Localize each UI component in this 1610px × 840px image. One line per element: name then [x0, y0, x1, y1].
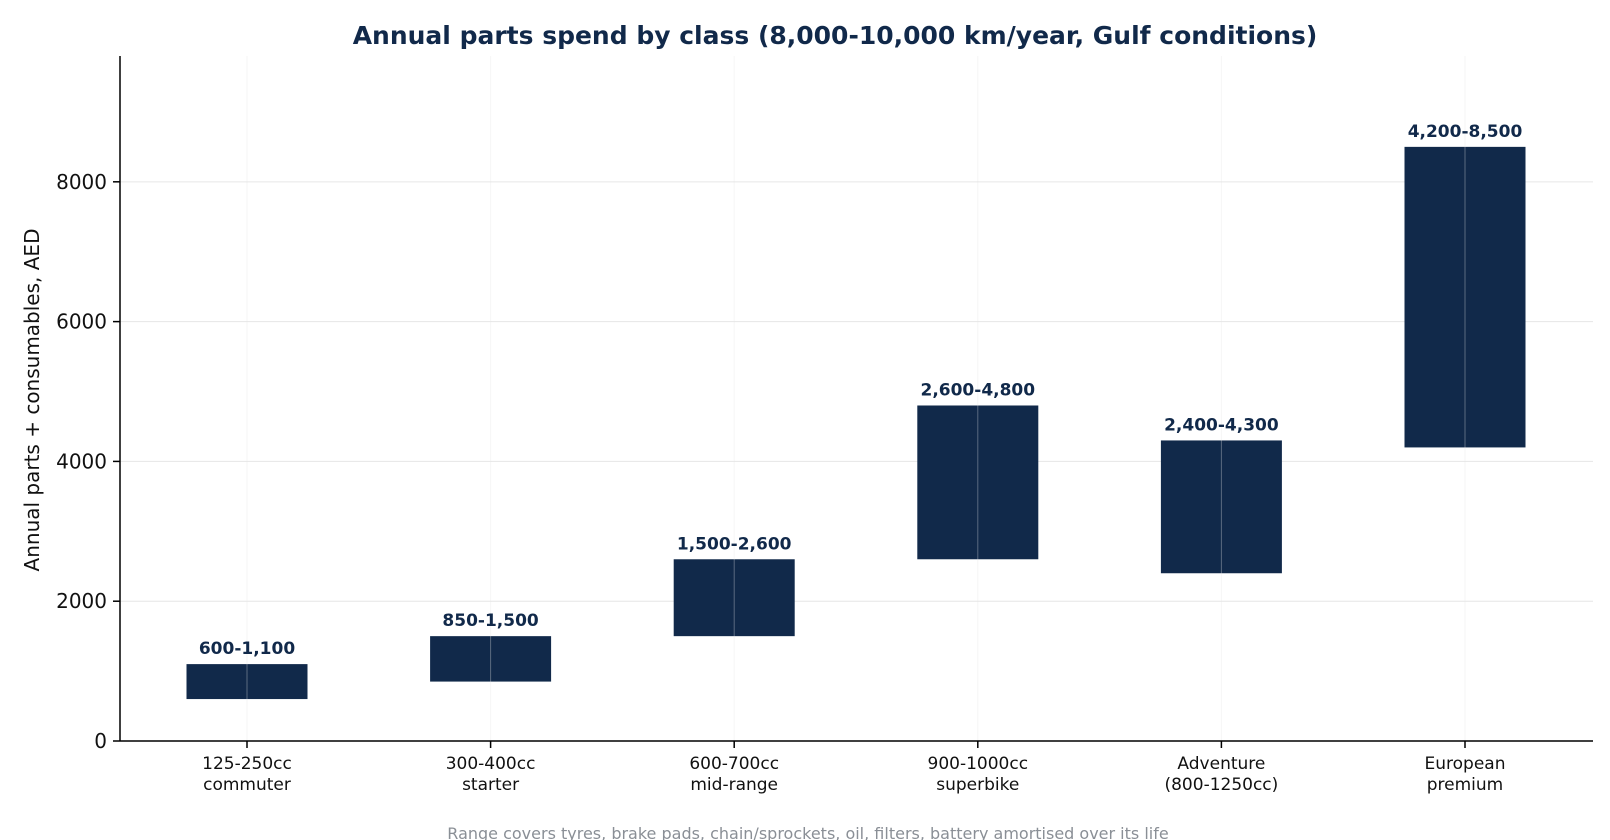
y-tick-label: 6000 — [56, 310, 107, 334]
bar — [1404, 146, 1526, 448]
data-label: 600-1,100 — [199, 639, 295, 659]
data-label: 2,600-4,800 — [920, 380, 1035, 400]
x-tick-label: 300-400cc starter — [446, 754, 536, 795]
x-tick-label: 900-1000cc superbike — [928, 754, 1029, 795]
chart-title: Annual parts spend by class (8,000-10,00… — [353, 21, 1318, 50]
vertical-grid-lines — [246, 56, 1466, 741]
x-tick-label: European premium — [1425, 754, 1506, 795]
bar — [430, 636, 552, 682]
data-label: 1,500-2,600 — [677, 534, 792, 554]
bar — [1160, 440, 1282, 574]
data-label: 850-1,500 — [442, 611, 538, 631]
y-tick-label: 4000 — [56, 449, 107, 473]
axes — [119, 56, 1593, 742]
grid-lines — [120, 181, 1593, 602]
x-tick-label: 125-250cc commuter — [202, 754, 292, 795]
y-tick-label: 0 — [94, 729, 107, 753]
data-labels: 600-1,100 850-1,500 1,500-2,600 2,600-4,800… — [199, 122, 1523, 659]
data-label: 4,200-8,500 — [1408, 122, 1523, 142]
x-tick-label: 600-700cc mid-range — [689, 754, 779, 795]
y-axis-label: Annual parts + consumables, AED — [20, 229, 44, 572]
bar — [673, 559, 795, 637]
bar — [917, 405, 1039, 560]
y-tick-label: 2000 — [56, 589, 107, 613]
bars — [186, 146, 1526, 700]
bar — [186, 664, 308, 700]
footnote: Range covers tyres, brake pads, chain/sp… — [447, 824, 1168, 840]
data-label: 2,400-4,300 — [1164, 415, 1279, 435]
y-tick-label: 8000 — [56, 170, 107, 194]
y-ticks: 0 2000 4000 6000 8000 — [56, 170, 120, 753]
x-tick-label: Adventure (800-1250cc) — [1164, 754, 1278, 795]
x-ticks: 125-250cc commuter 300-400cc starter 600-700… — [202, 741, 1505, 795]
